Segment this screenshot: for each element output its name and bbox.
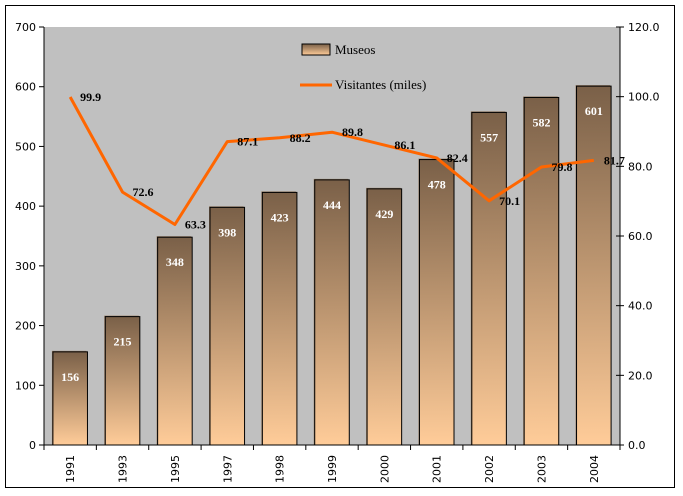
x-axis-tick-label: 2004 — [588, 455, 601, 483]
x-axis-tick-label: 2003 — [535, 455, 548, 483]
left-axis-tick-label: 100 — [15, 379, 36, 392]
x-axis-tick-label: 1991 — [64, 455, 77, 483]
bar-value-label: 557 — [480, 130, 498, 144]
x-axis-tick-label: 1997 — [221, 455, 234, 483]
right-axis-tick-label: 60.0 — [628, 230, 653, 243]
left-axis-tick-label: 700 — [15, 21, 36, 34]
left-axis-tick-label: 600 — [15, 81, 36, 94]
right-axis-tick-label: 20.0 — [628, 369, 653, 382]
bar-museos-2002 — [471, 111, 507, 446]
line-value-label: 99.9 — [80, 90, 101, 104]
line-value-label: 88.2 — [290, 131, 311, 145]
bar-museos-2000 — [366, 188, 403, 446]
right-axis-tick-label: 80.0 — [628, 160, 653, 173]
bar-museos-1997 — [209, 206, 246, 446]
bar-museos-2003 — [523, 96, 560, 446]
bar-value-label: 423 — [271, 210, 289, 224]
line-value-label: 87.1 — [237, 135, 258, 149]
right-axis-tick-label: 120.0 — [628, 21, 660, 34]
legend-label-museos: Museos — [335, 42, 375, 57]
left-axis-tick-label: 0 — [29, 439, 36, 452]
bar-museos-1998 — [261, 191, 298, 446]
bar-value-label: 215 — [114, 335, 132, 349]
x-axis-tick-label: 2000 — [378, 455, 391, 483]
line-value-label: 79.8 — [551, 160, 572, 174]
visitantes-line — [68, 96, 595, 227]
x-axis-tick-label: 1993 — [117, 455, 130, 483]
bar-museos-2004 — [576, 85, 612, 446]
line-value-label: 72.6 — [133, 185, 154, 199]
legend: Museos Visitantes (miles) — [300, 42, 426, 92]
bar-value-label: 478 — [428, 178, 446, 192]
line-value-label: 82.4 — [447, 151, 468, 165]
left-axis-tick-label: 500 — [15, 140, 36, 153]
legend-swatch-museos — [301, 43, 331, 56]
bar-museos-2001 — [418, 159, 455, 446]
bar-museos-1991 — [52, 351, 88, 446]
right-axis-tick-label: 40.0 — [628, 300, 653, 313]
line-value-label: 81.7 — [604, 153, 625, 167]
left-axis-tick-label: 300 — [15, 260, 36, 273]
x-axis-tick-label: 2001 — [431, 455, 444, 483]
bar-value-label: 348 — [166, 255, 184, 269]
bar-value-label: 601 — [585, 104, 603, 118]
legend-label-visitantes: Visitantes (miles) — [335, 77, 426, 92]
line-value-label: 89.8 — [342, 125, 363, 139]
line-value-label: 86.1 — [394, 138, 415, 152]
bar-value-label: 429 — [375, 207, 393, 221]
left-axis-tick-label: 200 — [15, 320, 36, 333]
bar-value-label: 398 — [218, 225, 236, 239]
line-value-label: 63.3 — [185, 218, 206, 232]
right-axis-tick-label: 100.0 — [628, 91, 660, 104]
bar-value-label: 582 — [532, 115, 550, 129]
bar-value-label: 156 — [61, 370, 79, 384]
right-axis-tick-label: 0.0 — [628, 439, 646, 452]
bar-museos-1999 — [314, 179, 350, 446]
bar-museos-1995 — [157, 236, 193, 446]
left-axis-tick-label: 400 — [15, 200, 36, 213]
x-axis-tick-label: 1998 — [274, 455, 287, 483]
x-axis-tick-label: 2002 — [483, 455, 496, 483]
line-value-label: 70.1 — [499, 194, 520, 208]
bar-value-label: 444 — [323, 198, 341, 212]
x-axis-tick-label: 1995 — [169, 455, 182, 483]
x-axis-tick-label: 1999 — [326, 455, 339, 483]
